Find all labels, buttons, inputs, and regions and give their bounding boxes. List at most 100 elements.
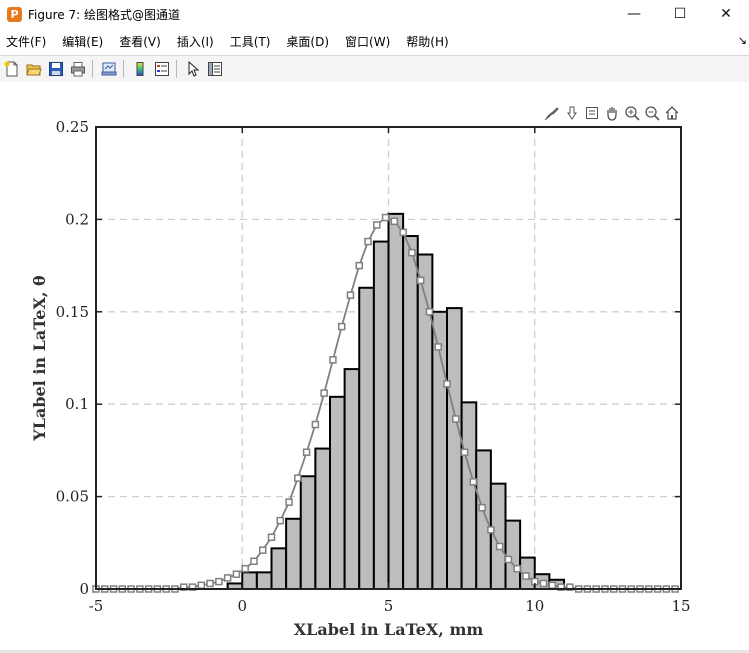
menu-view[interactable]: 查看(V) [119,34,161,49]
curve-marker [206,579,214,588]
y-tick-label: 0.15 [56,303,89,321]
histogram-bar [241,571,258,590]
brush-icon[interactable] [542,104,562,122]
histogram-bar [504,519,522,591]
curve-marker [513,564,521,573]
curve-marker [337,322,346,331]
menu-edit[interactable]: 编辑(E) [62,34,104,49]
menu-file[interactable]: 文件(F) [6,34,47,49]
curve-marker [548,581,557,590]
curve-marker [258,546,267,554]
menu-window[interactable]: 窗口(W) [345,34,391,49]
close-button[interactable]: ✕ [720,6,732,22]
save-icon[interactable] [46,59,66,79]
curve-marker [250,557,258,566]
curve-marker [223,574,232,582]
histogram-bar [343,368,361,591]
colorbar-icon[interactable] [130,59,150,79]
curve-marker [355,261,363,270]
curve-marker [302,448,311,456]
histogram-bar [416,253,434,590]
open-folder-icon[interactable] [24,59,44,79]
curve-marker [443,380,451,388]
curve-marker [180,583,188,591]
curve-marker [522,572,530,580]
toolbar-separator [176,60,177,78]
histogram-bar [285,517,302,590]
histogram-bar [314,447,331,590]
curve-marker [188,583,197,591]
histogram-bar [387,212,405,591]
curve-marker [460,448,469,456]
histogram-bar [299,475,317,590]
curve-marker [197,581,206,590]
window-controls: — ☐ ✕ [611,0,749,28]
curve-marker [557,583,565,591]
histogram-bar [489,482,507,590]
curve-marker [311,420,320,429]
legend-icon[interactable] [152,59,172,79]
curve-marker [495,542,504,551]
minimize-button[interactable]: — [627,6,641,22]
link-plot-icon[interactable] [99,59,119,79]
histogram-bar [402,235,419,590]
axes-toolbar [542,104,682,122]
y-tick-label: 0.1 [65,395,89,413]
curve-marker [329,356,337,364]
window-title: Figure 7: 绘图格式@图通道 [28,7,180,22]
toolbar-separator [92,60,93,78]
zoom-out-icon[interactable] [642,104,662,122]
histogram-bar [270,547,288,590]
y-axis-label: YLabel in LaTeX, θ [30,275,49,442]
x-axis-label: XLabel in LaTeX, mm [294,620,484,639]
curve-marker [539,579,548,588]
menu-insert[interactable]: 插入(I) [176,34,214,49]
histogram-bar [329,395,346,591]
menu-tools[interactable]: 工具(T) [229,34,271,49]
curve-marker [267,533,276,542]
zoom-in-icon[interactable] [622,104,642,122]
curve-marker [566,583,574,591]
histogram-bar [475,449,492,590]
curve-marker [399,228,407,237]
x-tick-label: 0 [237,597,247,615]
histogram-bar [460,401,478,590]
home-icon[interactable] [662,104,682,122]
menu-bar: 文件(F) 编辑(E) 查看(V) 插入(I) 工具(T) 桌面(D) 窗口(W… [0,30,749,52]
export-icon[interactable] [582,104,602,122]
curve-marker [276,516,285,525]
y-tick-label: 0.25 [56,118,89,136]
menu-overflow-icon[interactable]: ↘ [737,34,747,47]
app-icon: P [7,6,22,22]
curve-marker [346,291,355,299]
menu-help[interactable]: 帮助(H) [406,34,449,49]
curve-marker [408,248,416,257]
toolbar-separator [123,60,124,78]
pointer-icon[interactable] [183,59,203,79]
curve-marker [504,555,513,564]
y-tick-label: 0 [79,580,89,598]
curve-marker [232,570,241,578]
y-tick-label: 0.2 [65,210,89,228]
print-icon[interactable] [68,59,88,79]
menu-desktop[interactable]: 桌面(D) [286,34,330,49]
curve-marker [478,503,486,512]
curve-marker [390,217,399,225]
histogram-bar [255,571,273,590]
curve-marker [373,221,381,229]
new-file-icon[interactable] [2,59,22,79]
data-tips-icon[interactable] [562,104,582,122]
maximize-button[interactable]: ☐ [673,6,687,22]
curve-marker [416,276,425,285]
x-tick-label: -5 [89,597,104,615]
property-editor-icon[interactable] [205,59,225,79]
y-tick-label: 0.05 [56,488,89,506]
curve-marker [487,526,495,534]
figure-toolbar [0,55,749,83]
pan-icon[interactable] [602,104,622,122]
curve-marker [294,474,302,482]
title-bar: P Figure 7: 绘图格式@图通道 — ☐ ✕ [0,0,749,28]
curve-marker [381,213,390,222]
